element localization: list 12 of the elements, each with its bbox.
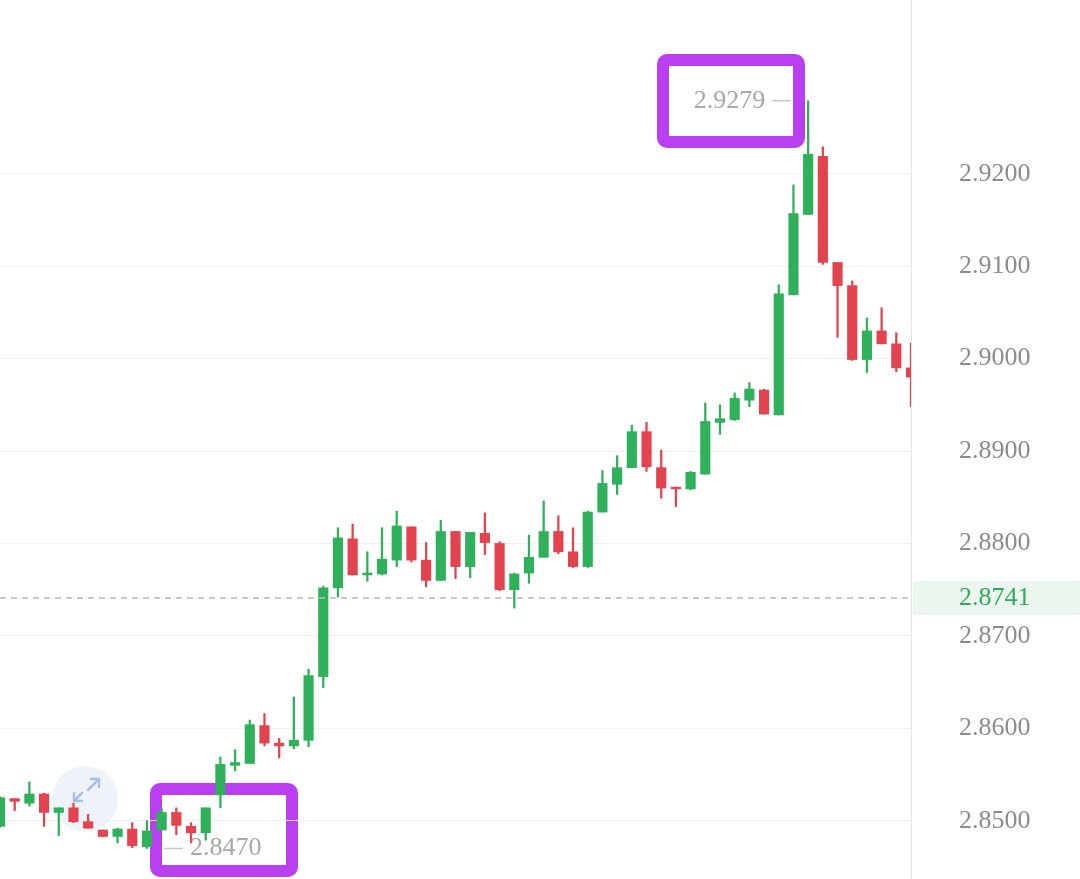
- annotation: 2.8470: [189, 832, 262, 862]
- y-tick-label: 2.8600: [959, 712, 1031, 742]
- y-tick-label: 2.8800: [959, 527, 1031, 557]
- y-tick-label: 2.8500: [959, 804, 1031, 834]
- candlestick: [832, 262, 843, 338]
- y-tick-label: 2.9000: [959, 342, 1031, 372]
- y-tick-label: 2.9100: [959, 250, 1031, 280]
- ref-line-label: 2.8741: [959, 581, 1031, 611]
- y-tick-label: 2.8700: [959, 619, 1031, 649]
- y-tick-label: 2.9200: [959, 157, 1031, 187]
- y-tick-label: 2.8900: [959, 434, 1031, 464]
- annotation: 2.9279: [693, 84, 766, 114]
